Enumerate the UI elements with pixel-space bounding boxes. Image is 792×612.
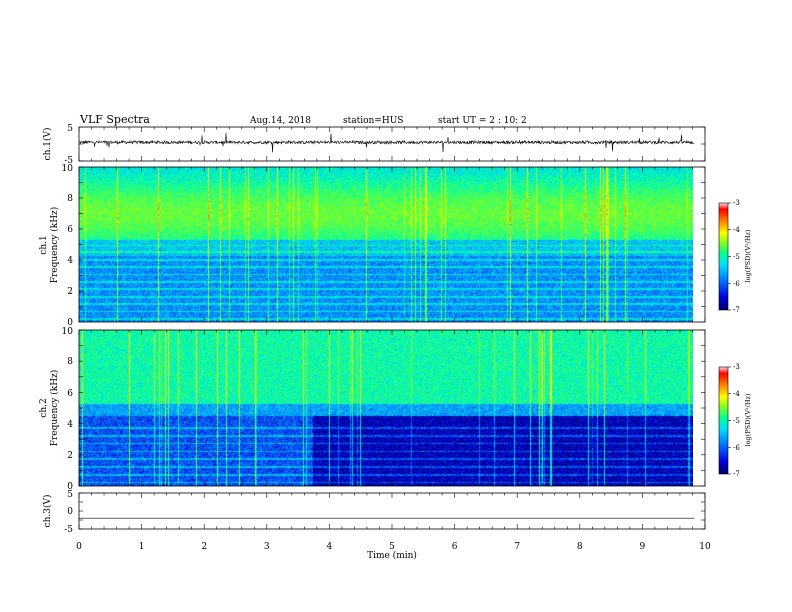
ch3-ytick-mid: 0	[67, 507, 73, 517]
ch1-waveform-trace	[78, 132, 695, 153]
ch2-spec-ytick-8: 8	[67, 357, 73, 367]
xtick-5: 5	[389, 542, 395, 552]
ch2-spec-ytick-0: 0	[67, 482, 73, 492]
ch2-cb-tick-m4: -4	[733, 390, 740, 398]
ch3-ytick-top: 5	[67, 490, 73, 500]
ch3-waveform-ylabel: ch.3(V)	[42, 495, 53, 528]
ch1-spec-ytick-2: 2	[67, 287, 73, 297]
ch1-spec-ytick-4: 4	[67, 256, 73, 266]
header-start-ut: start UT = 2 : 10: 2	[438, 116, 527, 126]
ch1-spectrogram-panel: 0 2 4 6 8 10 ch.1 Frequency (kHz) -3 -4 …	[39, 164, 752, 328]
header-date: Aug.14, 2018	[249, 116, 311, 126]
ch2-colorbar	[718, 366, 729, 475]
header-station: station=HUS	[343, 116, 403, 126]
ch3-waveform-panel: 5 0 -5 ch.3(V)	[42, 490, 706, 535]
ch1-waveform-frame	[78, 126, 706, 162]
ch2-spectrogram-panel: 0 2 4 6 8 10 ch.2 Frequency (kHz) -3 -4 …	[39, 327, 752, 492]
ch1-spectrogram-ticks	[78, 166, 706, 323]
xtick-2: 2	[201, 542, 207, 552]
ch1-cb-tick-m4: -4	[733, 226, 740, 234]
ch2-spectrogram-image	[79, 330, 693, 486]
xtick-0: 0	[76, 542, 82, 552]
ch2-cb-tick-m3: -3	[733, 363, 740, 371]
ch1-cb-tick-m6: -6	[733, 280, 740, 288]
ch2-spec-ytick-6: 6	[67, 389, 73, 399]
ch3-waveform-ticks	[78, 492, 706, 530]
ch1-cb-tick-m5: -5	[733, 253, 740, 261]
x-axis-label: Time (min)	[367, 550, 417, 561]
xtick-9: 9	[640, 542, 646, 552]
ch2-spectrogram-ticks	[78, 329, 706, 487]
ch2-spec-ylabel: Frequency (kHz)	[49, 370, 60, 447]
ch1-colorbar-ticks	[728, 202, 731, 311]
ch2-cb-tick-m5: -5	[733, 417, 740, 425]
ch2-colorbar-ticks	[728, 366, 731, 475]
xtick-4: 4	[327, 542, 333, 552]
ch1-spec-ytick-0: 0	[67, 318, 73, 328]
ch1-spec-ytick-6: 6	[67, 225, 73, 235]
ch1-waveform-panel: 5 -5 ch.1(V)	[42, 124, 706, 166]
ch1-waveform-ticks	[78, 126, 706, 162]
xtick-10: 10	[699, 542, 711, 552]
x-axis: 0 1 2 3 4 5 6 7 8 9 10 Time (min)	[76, 542, 711, 561]
ch1-colorbar	[718, 202, 729, 311]
ch1-spec-channel-label: ch.1	[39, 235, 49, 254]
xtick-1: 1	[139, 542, 145, 552]
xtick-6: 6	[452, 542, 458, 552]
ch1-ytick-bottom: -5	[64, 156, 73, 166]
ch3-ytick-bottom: -5	[64, 525, 73, 535]
ch1-cb-tick-m3: -3	[733, 199, 740, 207]
ch1-cb-tick-m7: -7	[733, 306, 740, 314]
ch3-waveform-frame	[78, 492, 706, 530]
xtick-3: 3	[264, 542, 270, 552]
ch1-spectrogram-image	[79, 167, 693, 322]
ch2-spec-ytick-4: 4	[67, 420, 73, 430]
ch2-cb-tick-m7: -7	[733, 470, 740, 478]
figure-title: VLF Spectra	[79, 113, 150, 126]
ch2-spec-ytick-10: 10	[62, 327, 74, 337]
ch1-spec-ytick-8: 8	[67, 194, 73, 204]
xtick-7: 7	[514, 542, 520, 552]
ch2-colorbar-label: log(PSD)(V²/Hz)	[744, 393, 752, 446]
ch1-spec-ylabel: Frequency (kHz)	[49, 207, 60, 284]
ch2-spec-ytick-2: 2	[67, 451, 73, 461]
ch1-waveform-ylabel: ch.1(V)	[42, 128, 53, 161]
xtick-8: 8	[577, 542, 583, 552]
ch2-spec-channel-label: ch.2	[39, 398, 49, 417]
ch1-spec-ytick-10: 10	[62, 164, 74, 174]
ch1-colorbar-label: log(PSD)(V²/Hz)	[744, 229, 752, 282]
ch1-ytick-top: 5	[67, 124, 73, 134]
ch2-cb-tick-m6: -6	[733, 444, 740, 452]
